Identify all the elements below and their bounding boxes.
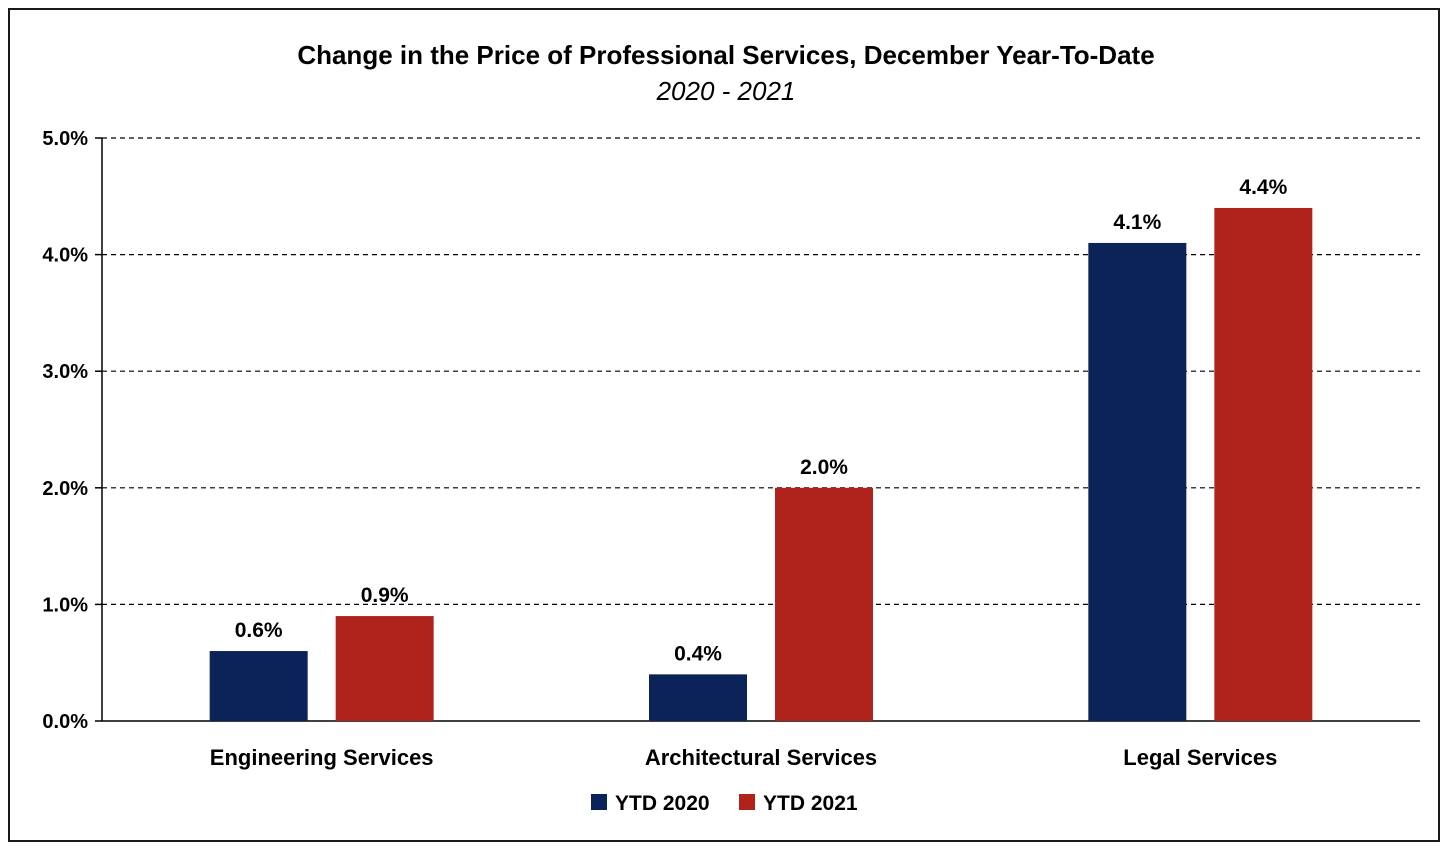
legend-label: YTD 2021	[763, 792, 858, 815]
bar	[649, 674, 747, 721]
y-tick-label: 5.0%	[42, 128, 88, 150]
chart-container: Change in the Price of Professional Serv…	[8, 8, 1440, 842]
x-category-label: Engineering Services	[210, 745, 434, 770]
y-tick-label: 1.0%	[42, 594, 88, 616]
data-label: 0.6%	[235, 619, 283, 642]
legend-swatch	[739, 794, 755, 810]
x-category-label: Architectural Services	[645, 745, 877, 770]
bar	[1088, 242, 1187, 721]
x-category-label: Legal Services	[1123, 745, 1277, 770]
data-label: 2.0%	[800, 456, 848, 479]
y-tick-label: 2.0%	[42, 478, 88, 500]
legend-swatch	[591, 794, 607, 810]
plot-area: 0.0% 1.0% 2.0% 3.0% 4.0% 5.0% 0.6% 0.9% Engineer…	[42, 128, 1420, 815]
chart-subtitle: 2020 - 2021	[656, 76, 796, 106]
data-label: 4.4%	[1239, 176, 1287, 199]
bar	[775, 487, 873, 721]
data-label: 0.4%	[674, 642, 722, 665]
data-label: 4.1%	[1113, 211, 1161, 234]
chart-title: Change in the Price of Professional Serv…	[297, 40, 1155, 70]
bar	[335, 616, 434, 721]
y-tick-label: 3.0%	[42, 361, 88, 383]
bar	[209, 651, 308, 721]
legend-label: YTD 2020	[615, 792, 710, 815]
bar	[1214, 207, 1313, 721]
y-tick-label: 0.0%	[42, 711, 88, 733]
data-label: 0.9%	[361, 584, 409, 607]
y-tick-label: 4.0%	[42, 245, 88, 267]
